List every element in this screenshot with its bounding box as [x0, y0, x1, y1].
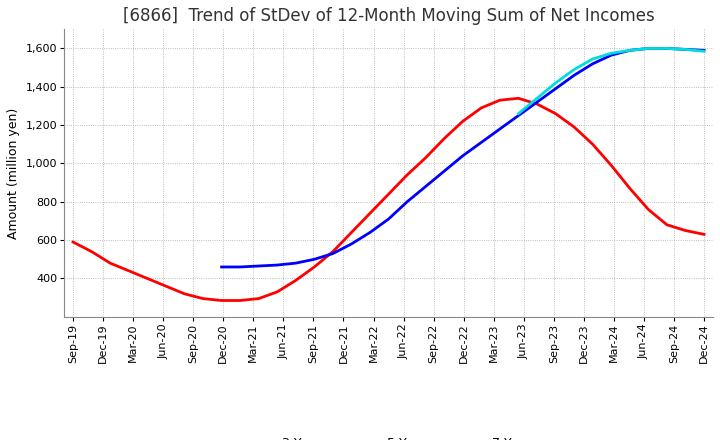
3 Years — [662, 222, 671, 227]
3 Years — [273, 289, 282, 294]
5 Years — [700, 48, 708, 53]
3 Years — [347, 230, 356, 235]
3 Years — [607, 163, 616, 168]
3 Years — [292, 278, 300, 283]
3 Years — [421, 155, 430, 160]
7 Years — [514, 111, 523, 116]
3 Years — [495, 98, 504, 103]
5 Years — [384, 216, 393, 222]
3 Years — [384, 191, 393, 197]
5 Years — [570, 73, 578, 78]
5 Years — [662, 46, 671, 51]
7 Years — [552, 81, 560, 86]
5 Years — [440, 169, 449, 174]
3 Years — [328, 249, 337, 254]
3 Years — [87, 249, 96, 254]
3 Years — [402, 172, 411, 178]
7 Years — [570, 67, 578, 72]
3 Years — [700, 232, 708, 237]
5 Years — [588, 61, 597, 66]
5 Years — [552, 86, 560, 92]
3 Years — [552, 111, 560, 116]
3 Years — [217, 298, 226, 303]
3 Years — [588, 142, 597, 147]
5 Years — [347, 241, 356, 246]
3 Years — [199, 296, 207, 301]
5 Years — [273, 262, 282, 268]
3 Years — [514, 95, 523, 101]
5 Years — [292, 260, 300, 266]
5 Years — [328, 251, 337, 256]
5 Years — [459, 153, 467, 158]
7 Years — [533, 95, 541, 101]
5 Years — [402, 199, 411, 205]
5 Years — [495, 126, 504, 132]
Line: 5 Years: 5 Years — [222, 48, 704, 267]
5 Years — [421, 184, 430, 189]
7 Years — [700, 49, 708, 54]
3 Years — [106, 260, 114, 266]
5 Years — [477, 140, 486, 145]
3 Years — [180, 291, 189, 297]
Line: 7 Years: 7 Years — [518, 48, 704, 114]
3 Years — [626, 186, 634, 191]
3 Years — [644, 207, 653, 212]
3 Years — [570, 125, 578, 130]
5 Years — [254, 264, 263, 269]
3 Years — [235, 298, 244, 303]
3 Years — [681, 228, 690, 233]
5 Years — [533, 99, 541, 105]
7 Years — [626, 48, 634, 53]
3 Years — [477, 105, 486, 110]
Title: [6866]  Trend of StDev of 12-Month Moving Sum of Net Incomes: [6866] Trend of StDev of 12-Month Moving… — [122, 7, 654, 25]
3 Years — [459, 119, 467, 124]
Legend: 3 Years, 5 Years, 7 Years: 3 Years, 5 Years, 7 Years — [235, 433, 542, 440]
5 Years — [644, 46, 653, 51]
7 Years — [607, 51, 616, 56]
5 Years — [235, 264, 244, 270]
5 Years — [681, 47, 690, 52]
5 Years — [514, 113, 523, 118]
3 Years — [310, 264, 319, 270]
5 Years — [310, 257, 319, 262]
3 Years — [366, 211, 374, 216]
3 Years — [254, 296, 263, 301]
3 Years — [533, 101, 541, 106]
5 Years — [626, 48, 634, 53]
5 Years — [217, 264, 226, 270]
3 Years — [143, 276, 152, 281]
7 Years — [662, 46, 671, 51]
Y-axis label: Amount (million yen): Amount (million yen) — [7, 107, 20, 238]
Line: 3 Years: 3 Years — [73, 98, 704, 301]
3 Years — [69, 239, 78, 245]
3 Years — [440, 136, 449, 141]
7 Years — [588, 56, 597, 62]
5 Years — [607, 52, 616, 58]
7 Years — [681, 47, 690, 52]
3 Years — [161, 283, 170, 289]
3 Years — [125, 268, 133, 273]
7 Years — [644, 46, 653, 51]
5 Years — [366, 230, 374, 235]
